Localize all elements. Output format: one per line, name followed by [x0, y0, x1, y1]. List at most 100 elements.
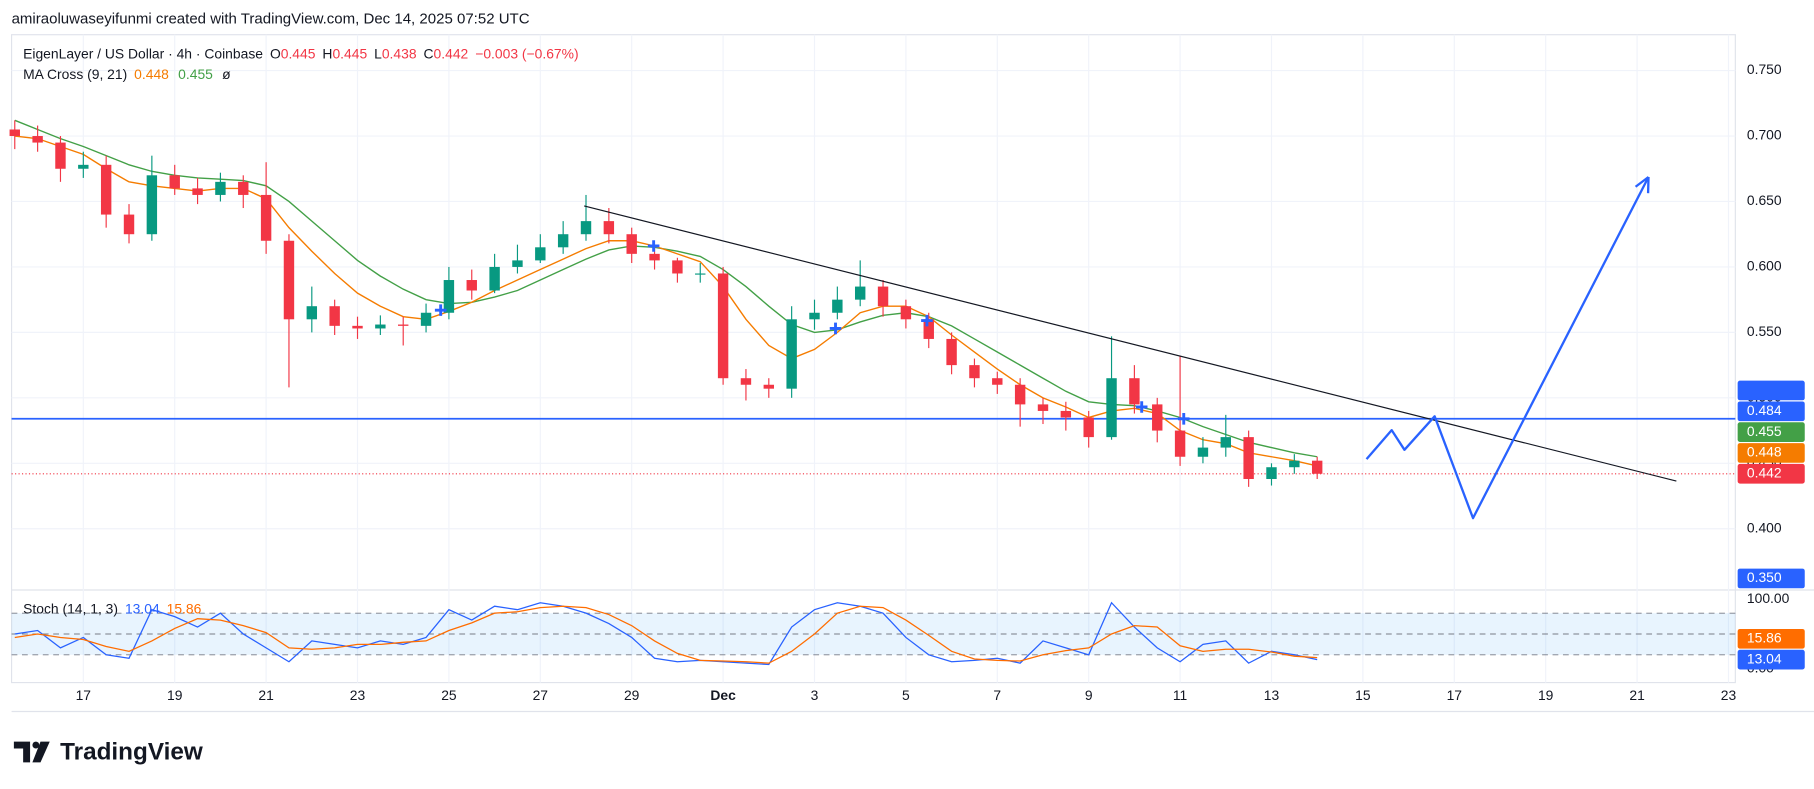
- candle-body: [603, 221, 615, 235]
- candle-body: [946, 338, 957, 366]
- candle-body: [900, 306, 912, 320]
- change: −0.003 (−0.67%): [475, 45, 578, 61]
- candle-body: [1083, 417, 1094, 438]
- stoch-line: [14, 601, 1318, 666]
- ma-legend: MA Cross (9, 21) 0.448 0.455 ø: [23, 66, 231, 82]
- cross-marker: [647, 240, 660, 252]
- price-label-box: [1737, 568, 1805, 589]
- x-tick-label: 13: [1264, 687, 1280, 703]
- cross-marker: [434, 304, 447, 316]
- overlays: [434, 176, 1677, 520]
- candle-body: [923, 319, 934, 339]
- price-label: 0.350: [1747, 569, 1782, 585]
- projection-path: [1365, 176, 1650, 520]
- plot-frame: [10, 34, 1736, 684]
- candle-body: [1197, 447, 1209, 457]
- candle-body: [1129, 378, 1140, 405]
- trendline: [584, 205, 1677, 482]
- price-label-box: [1737, 628, 1805, 649]
- price-label: 0.455: [1747, 423, 1782, 439]
- candle-body: [992, 378, 1003, 385]
- stoch-line: [14, 605, 1318, 664]
- y-tick-label: 0.550: [1747, 323, 1782, 339]
- candle-body: [32, 136, 43, 143]
- price-label: 13.04: [1747, 650, 1782, 666]
- x-tick-label: 5: [902, 687, 910, 703]
- x-tick-label: 21: [1629, 687, 1645, 703]
- candle-body: [763, 384, 775, 389]
- candle-body: [809, 312, 820, 320]
- cross-marker: [1177, 413, 1190, 425]
- candle-body: [786, 319, 797, 389]
- x-tick-label: 29: [624, 687, 640, 703]
- candle-body: [626, 234, 637, 254]
- price-label: 0.442: [1747, 464, 1782, 480]
- candle-body: [1014, 384, 1026, 405]
- arrow-head: [1634, 176, 1650, 194]
- logo-part: [13, 741, 31, 763]
- ma-slow-value: 0.455: [178, 66, 213, 82]
- candles: [9, 119, 1323, 666]
- brand: TradingView: [60, 739, 203, 766]
- x-tick-label: 17: [1447, 687, 1463, 703]
- grid: [11, 34, 1736, 683]
- candle-body: [375, 324, 386, 329]
- y-tick-label: 0.700: [1747, 127, 1782, 143]
- candle-body: [215, 181, 226, 195]
- candle-body: [969, 365, 980, 379]
- ma-label: MA Cross (9, 21): [23, 66, 127, 82]
- candle-body: [1311, 460, 1323, 474]
- price-label: 0.484: [1747, 402, 1782, 418]
- candle-body: [329, 306, 340, 326]
- ohlc-value: 0.442: [434, 45, 469, 61]
- candle-body: [854, 286, 866, 300]
- candle-body: [352, 325, 363, 329]
- candle-body: [832, 299, 843, 313]
- candle-body: [672, 260, 683, 274]
- candle-body: [1174, 430, 1186, 457]
- cross-marker: [829, 322, 842, 335]
- candle-body: [123, 214, 135, 235]
- price-label-box: [1737, 463, 1805, 484]
- candle-body: [466, 280, 477, 291]
- candle-body: [100, 164, 112, 215]
- candle-body: [877, 286, 889, 307]
- candle-body: [649, 253, 660, 261]
- candle-body: [55, 142, 66, 169]
- x-tick-label: 23: [1721, 687, 1737, 703]
- x-tick-label: 23: [350, 687, 366, 703]
- ohlc-label: H: [322, 45, 332, 61]
- candle-body: [420, 312, 432, 326]
- price-label-box: [1737, 422, 1805, 442]
- candle-body: [1220, 437, 1231, 448]
- ohlc-value: 0.438: [382, 45, 417, 61]
- price-label-box: [1737, 380, 1805, 401]
- candle-body: [489, 266, 500, 291]
- stoch-tick-label: 100.00: [1747, 590, 1790, 606]
- ohlc-label: L: [374, 45, 382, 61]
- candle-body: [695, 273, 706, 275]
- x-tick-label: 3: [811, 687, 819, 703]
- brand-logo: [13, 741, 50, 763]
- candle-body: [9, 129, 20, 137]
- watermark: amiraoluwaseyifunmi created with Trading…: [12, 11, 530, 28]
- symbol-legend: EigenLayer / US Dollar · 4h · Coinbase O0…: [23, 45, 578, 61]
- price-label: 0.448: [1747, 444, 1782, 460]
- price-label-box: [1737, 401, 1805, 422]
- x-tick-label: Dec: [710, 687, 736, 703]
- symbol-name: EigenLayer / US Dollar · 4h · Coinbase: [23, 45, 263, 61]
- ohlc-label: O: [270, 45, 281, 61]
- price-label-box: [1737, 443, 1805, 463]
- candle-body: [398, 324, 409, 326]
- candle-body: [1266, 467, 1277, 480]
- x-tick-label: 25: [441, 687, 457, 703]
- candle-body: [1106, 378, 1117, 438]
- axes: 0.4000.4500.5000.5500.6000.6500.7000.750…: [76, 61, 1805, 703]
- ma-symbol: ø: [222, 66, 231, 82]
- y-tick-label: 0.600: [1747, 258, 1782, 274]
- ohlc-label: C: [424, 45, 434, 61]
- ohlc-value: 0.445: [281, 45, 316, 61]
